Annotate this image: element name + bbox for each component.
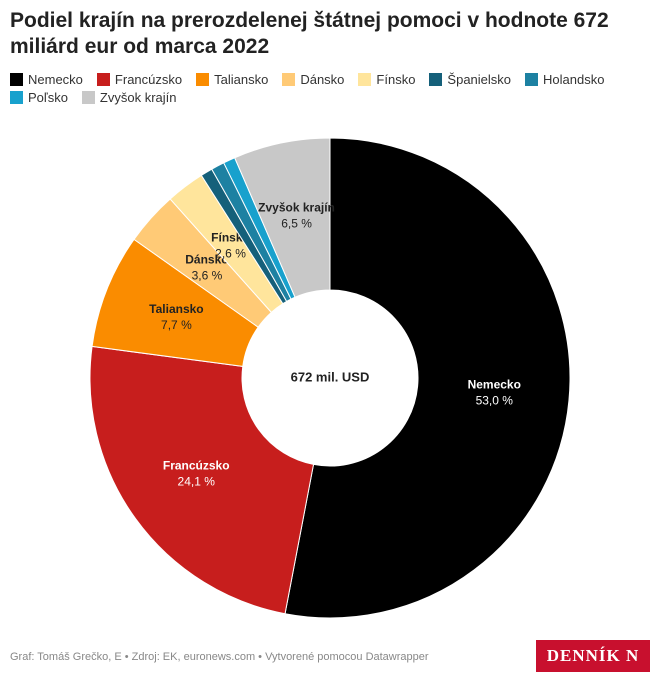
legend-item: Francúzsko	[96, 72, 183, 87]
legend-label: Poľsko	[28, 90, 68, 105]
legend: Nemecko Francúzsko Taliansko Dánsko Fínsko Šp…	[10, 72, 650, 105]
slice-label: Taliansko	[149, 302, 203, 316]
legend-swatch	[429, 73, 443, 86]
legend-label: Taliansko	[214, 72, 269, 87]
legend-item: Dánsko	[282, 72, 344, 87]
slice	[234, 137, 331, 298]
center-label: 672 mil. USD	[291, 369, 370, 384]
legend-item: Poľsko	[10, 90, 68, 105]
slice-label: Zvyšok krajín	[258, 201, 335, 215]
value-label: 2,6 %	[215, 247, 246, 261]
value-label: 7,7 %	[161, 318, 192, 332]
footer: Graf: Tomáš Grečko, E • Zdroj: EK, euron…	[10, 651, 429, 663]
legend-swatch	[96, 73, 110, 86]
value-label: 6,5 %	[281, 217, 312, 231]
legend-label: Holandsko	[543, 72, 605, 87]
legend-label: Zvyšok krajín	[99, 90, 177, 105]
legend-label: Nemecko	[28, 72, 83, 87]
slice-label: Nemecko	[468, 378, 521, 392]
legend-label: Španielsko	[447, 72, 512, 87]
legend-swatch	[10, 91, 23, 104]
legend-swatch	[525, 73, 539, 86]
legend-swatch	[10, 73, 23, 86]
slice-label: Dánsko	[185, 252, 228, 266]
value-label: 24,1 %	[178, 475, 216, 489]
slice	[284, 137, 571, 619]
value-label: 53,0 %	[476, 394, 514, 408]
legend-item: Nemecko	[10, 72, 83, 87]
legend-label: Dánsko	[300, 72, 345, 87]
legend-swatch	[196, 73, 210, 86]
logo: DENNÍK N	[536, 640, 650, 672]
legend-item: Fínsko	[358, 72, 415, 87]
legend-item: Zvyšok krajín	[81, 90, 177, 105]
legend-item: Taliansko	[196, 72, 268, 87]
legend-item: Španielsko	[429, 72, 511, 87]
chart: Nemecko 53,0 % Francúzsko 24,1 % Taliansko 7,…	[89, 137, 571, 619]
legend-item: Holandsko	[525, 72, 604, 87]
legend-swatch	[282, 73, 296, 86]
legend-label: Francúzsko	[114, 72, 183, 87]
slice-label: Francúzsko	[163, 459, 230, 473]
legend-swatch	[81, 91, 95, 104]
legend-label: Fínsko	[376, 72, 416, 87]
chart-title: Podiel krajín na prerozdelenej štátnej p…	[10, 9, 609, 58]
slice	[89, 345, 315, 615]
value-label: 3,6 %	[192, 268, 223, 282]
legend-swatch	[358, 73, 372, 86]
